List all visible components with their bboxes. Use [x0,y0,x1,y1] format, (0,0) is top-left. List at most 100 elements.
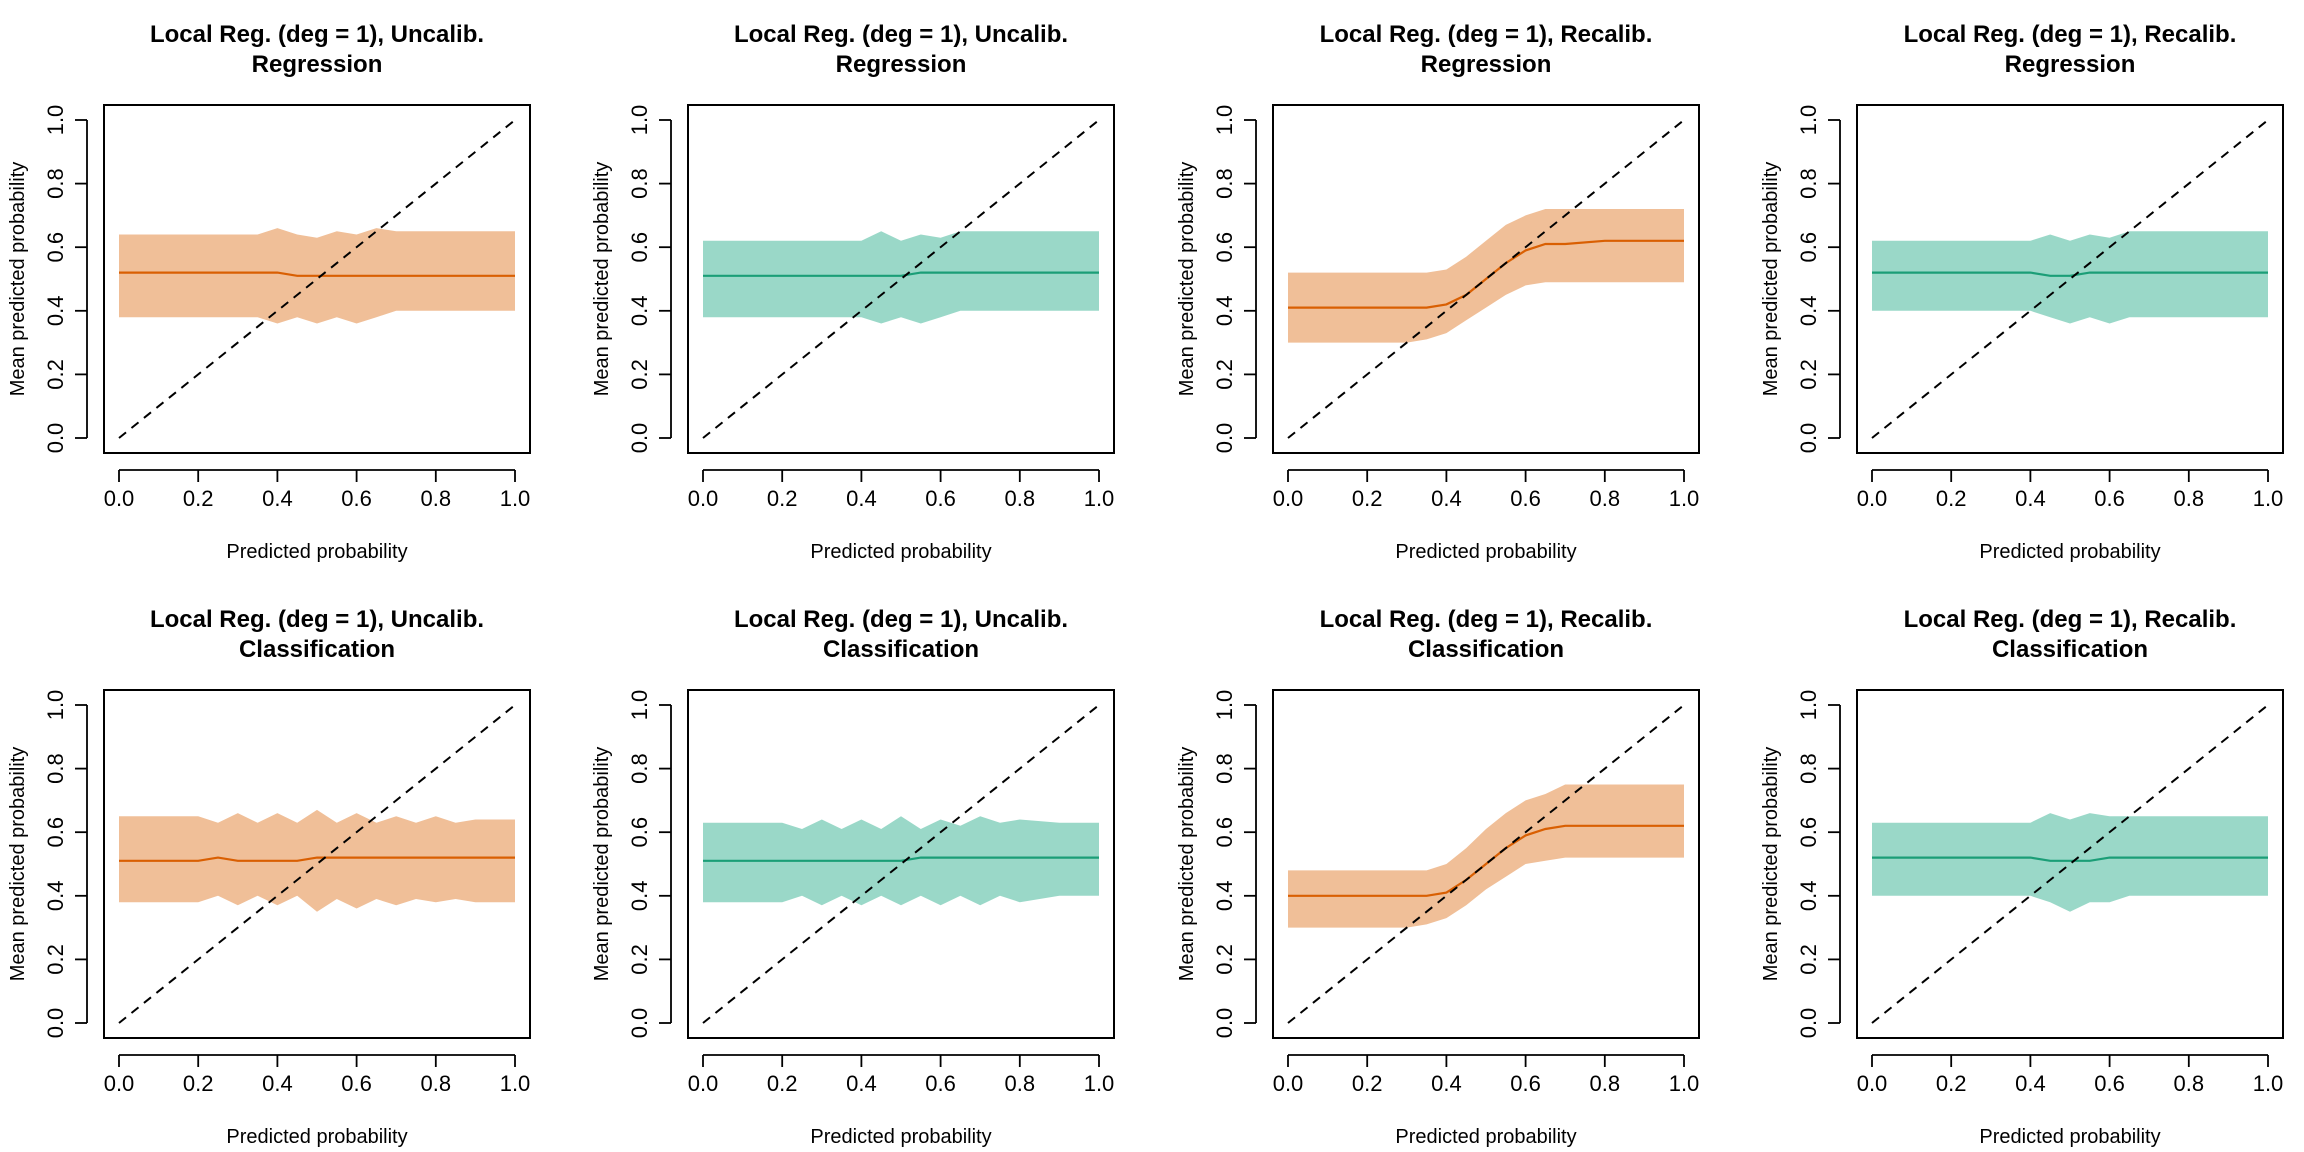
x-tick-label: 1.0 [500,1071,531,1096]
y-tick-label: 0.6 [627,817,652,848]
panel-title-line1: Local Reg. (deg = 1), Recalib. [1320,606,1653,633]
mean-curve [1288,824,1684,897]
y-tick-label: 0.2 [1212,359,1237,390]
y-tick-label: 0.8 [43,168,68,199]
y-tick-label: 0.0 [627,1008,652,1039]
x-tick-label: 0.2 [1352,1071,1383,1096]
mean-curve [1288,239,1684,309]
y-tick-label: 0.8 [1212,753,1237,784]
x-tick-label: 0.4 [846,1071,877,1096]
x-axis-label: Predicted probability [1979,1126,2160,1148]
y-tick-label: 0.6 [1212,817,1237,848]
plot-frame [687,689,1115,1039]
y-tick-label: 1.0 [1212,690,1237,721]
y-tick-label: 0.8 [1796,753,1821,784]
panel-1: Local Reg. (deg = 1), Uncalib. Regression… [7,21,531,563]
mean-curve [119,271,515,277]
x-tick-label: 0.8 [1590,486,1621,511]
x-tick-label: 0.4 [2015,1071,2046,1096]
panel-title-line1: Local Reg. (deg = 1), Recalib. [1904,606,2237,633]
x-tick-label: 0.8 [1590,1071,1621,1096]
panel-4: Local Reg. (deg = 1), Recalib. Regression… [1760,21,2284,563]
y-tick-label: 0.2 [1796,359,1821,390]
y-tick-label: 0.0 [1796,1008,1821,1039]
y-tick-label: 0.8 [1212,168,1237,199]
y-tick-label: 0.4 [43,296,68,327]
y-axis-label: Mean predicted probability [1176,162,1198,397]
y-tick-label: 0.8 [43,753,68,784]
y-tick-label: 0.4 [627,881,652,912]
confidence-band [703,231,1099,324]
y-tick-label: 0.4 [1212,881,1237,912]
x-tick-label: 0.4 [2015,486,2046,511]
y-tick-label: 1.0 [627,105,652,136]
y-axis-label: Mean predicted probability [7,162,29,397]
y-axis-label: Mean predicted probability [1760,162,1782,397]
x-tick-label: 0.6 [341,486,372,511]
x-tick-label: 0.8 [421,1071,452,1096]
x-tick-label: 1.0 [2253,1071,2284,1096]
y-tick-label: 0.8 [627,168,652,199]
x-axis-label: Predicted probability [810,1126,991,1148]
y-tick-label: 1.0 [627,690,652,721]
x-tick-label: 0.6 [1510,1071,1541,1096]
panel-title-line2: Classification [1992,636,2148,663]
mean-curve [703,271,1099,277]
plot-frame [103,104,531,454]
diagonal-reference-line [1871,704,2269,1024]
mean-curve [119,856,515,862]
diagonal-reference-line [1287,704,1685,1024]
x-tick-label: 0.4 [1431,1071,1462,1096]
x-tick-label: 0.6 [2094,1071,2125,1096]
panel-title-line2: Regression [252,51,383,78]
y-tick-label: 0.0 [43,1008,68,1039]
x-tick-label: 0.0 [1273,486,1304,511]
y-axis-label: Mean predicted probability [1760,747,1782,982]
x-tick-label: 0.2 [1936,486,1967,511]
x-tick-label: 0.4 [262,486,293,511]
x-tick-label: 1.0 [2253,486,2284,511]
panel-title-line1: Local Reg. (deg = 1), Uncalib. [734,606,1068,633]
x-axis-label: Predicted probability [810,541,991,563]
plot-frame [1856,689,2284,1039]
plot-frame [1272,104,1700,454]
y-tick-label: 0.4 [1796,881,1821,912]
y-tick-label: 0.0 [627,423,652,454]
panel-title-line2: Classification [823,636,979,663]
y-axis-label: Mean predicted probability [591,162,613,397]
y-tick-label: 0.4 [1796,296,1821,327]
plot-frame [1272,689,1700,1039]
panel-title-line2: Regression [2005,51,2136,78]
mean-curve [703,856,1099,862]
x-tick-label: 0.2 [1936,1071,1967,1096]
y-tick-label: 1.0 [43,690,68,721]
panel-5: Local Reg. (deg = 1), Uncalib. Classifica… [7,606,531,1148]
x-tick-label: 0.8 [421,486,452,511]
plot-frame [1856,104,2284,454]
diagonal-reference-line [702,119,1100,439]
y-tick-label: 0.0 [1212,423,1237,454]
x-tick-label: 0.2 [767,486,798,511]
x-tick-label: 0.0 [688,486,719,511]
y-tick-label: 0.6 [1212,232,1237,263]
x-tick-label: 0.6 [2094,486,2125,511]
y-tick-label: 0.6 [627,232,652,263]
x-tick-label: 0.2 [183,1071,214,1096]
x-tick-label: 0.0 [1273,1071,1304,1096]
y-tick-label: 1.0 [1796,105,1821,136]
panel-title-line2: Regression [1421,51,1552,78]
y-tick-label: 0.2 [627,359,652,390]
diagonal-reference-line [118,704,516,1024]
x-tick-label: 0.2 [767,1071,798,1096]
x-axis-label: Predicted probability [1395,1126,1576,1148]
x-tick-label: 0.8 [1005,1071,1036,1096]
y-tick-label: 0.4 [1212,296,1237,327]
diagonal-reference-line [1871,119,2269,439]
x-tick-label: 0.6 [925,486,956,511]
y-tick-label: 0.6 [1796,817,1821,848]
x-tick-label: 0.2 [1352,486,1383,511]
x-axis-label: Predicted probability [226,541,407,563]
x-tick-label: 0.0 [688,1071,719,1096]
panel-title-line1: Local Reg. (deg = 1), Uncalib. [150,21,484,48]
